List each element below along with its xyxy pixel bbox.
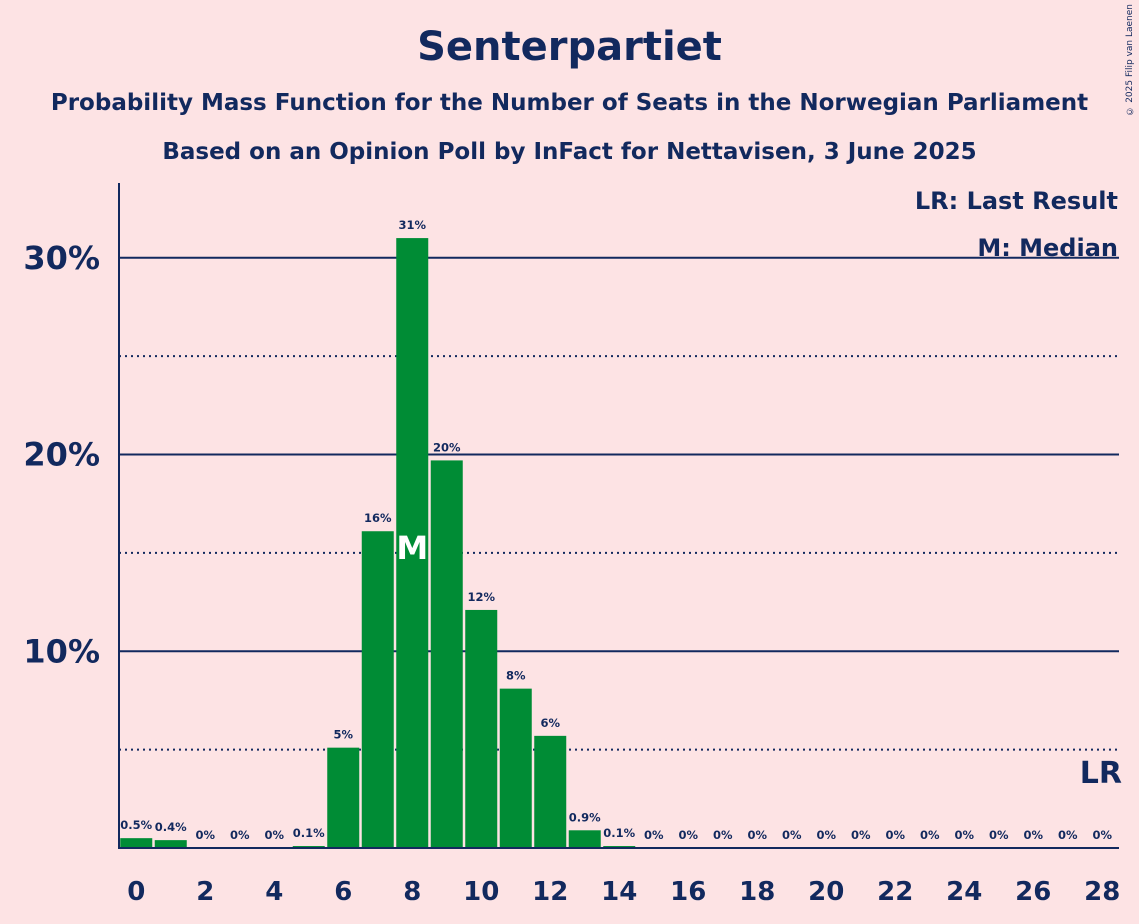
bar-value-label: 0.9% <box>569 810 601 824</box>
bar-value-label: 12% <box>467 590 495 604</box>
x-tick-label: 4 <box>265 877 283 907</box>
bar <box>154 840 187 848</box>
bar-value-label: 0% <box>1092 828 1112 842</box>
x-tick-label: 8 <box>403 877 421 907</box>
axis-layer: 10%20%30%0 2 4 6 8 10 12 14 16 18 20 22 24 26 28 <box>23 183 1120 907</box>
bar-value-label: 31% <box>398 218 426 232</box>
bar <box>499 688 532 848</box>
bar-value-label: 0% <box>989 828 1009 842</box>
bar-value-label: 8% <box>506 669 526 683</box>
x-tick-label: 14 <box>601 877 637 907</box>
bar <box>396 238 429 849</box>
bar-value-label: 20% <box>433 440 461 454</box>
bar-value-label: 0% <box>678 828 698 842</box>
x-tick-label: 16 <box>670 877 706 907</box>
median-marker: M <box>396 529 428 567</box>
bar-layer <box>120 238 636 849</box>
bar-value-label: 0.1% <box>603 826 635 840</box>
bar-value-label: 0% <box>851 828 871 842</box>
bar <box>120 838 153 848</box>
x-tick-label: 28 <box>1084 877 1120 907</box>
bar-value-label: 0% <box>230 828 250 842</box>
legend-last-result: LR: Last Result <box>915 187 1118 215</box>
bar-value-label: 0.5% <box>120 818 152 832</box>
x-tick-label: 2 <box>196 877 214 907</box>
bar-value-label: 6% <box>540 716 560 730</box>
bar-value-label: 0% <box>1023 828 1043 842</box>
x-tick-label: 22 <box>877 877 913 907</box>
x-tick-label: 10 <box>463 877 499 907</box>
bar-value-label: 0% <box>920 828 940 842</box>
bar-value-label: 0% <box>195 828 215 842</box>
bar-value-label: 5% <box>333 728 353 742</box>
last-result-marker: LR <box>1080 756 1122 791</box>
bar-value-label: 0% <box>1058 828 1078 842</box>
label-layer: 0.5% 0.4% 0% 0% 0% 0.1% 5% 16% 31% 20% 12% 8% 6% 0.9%… <box>120 218 1122 842</box>
bar <box>430 460 463 848</box>
bar-value-label: 16% <box>364 511 392 525</box>
x-tick-label: 12 <box>532 877 568 907</box>
bar-value-label: 0% <box>816 828 836 842</box>
chart-subtitle: Probability Mass Function for the Number… <box>50 90 1089 116</box>
bar <box>327 747 360 848</box>
x-tick-label: 24 <box>946 877 982 907</box>
y-tick-label: 10% <box>23 632 100 670</box>
bar-value-label: 0% <box>644 828 664 842</box>
x-tick-label: 0 <box>127 877 145 907</box>
bar-value-label: 0.4% <box>155 820 187 834</box>
bar <box>465 609 498 848</box>
bar <box>568 830 601 848</box>
bar-value-label: 0.1% <box>293 826 325 840</box>
chart-subtitle-2: Based on an Opinion Poll by InFact for N… <box>162 139 977 165</box>
x-tick-label: 20 <box>808 877 844 907</box>
x-tick-label: 26 <box>1015 877 1051 907</box>
bar-value-label: 0% <box>713 828 733 842</box>
bar-value-label: 0% <box>954 828 974 842</box>
bar-value-label: 0% <box>782 828 802 842</box>
chart-title: Senterpartiet <box>417 24 722 70</box>
y-tick-label: 30% <box>23 239 100 277</box>
x-tick-label: 6 <box>334 877 352 907</box>
bar <box>534 735 567 848</box>
legend-layer: LR: Last Result M: Median <box>915 187 1118 262</box>
grid-layer <box>119 256 1119 751</box>
bar <box>361 531 394 848</box>
legend-median: M: Median <box>977 234 1118 262</box>
bar-value-label: 0% <box>885 828 905 842</box>
bar-value-label: 0% <box>747 828 767 842</box>
x-tick-label: 18 <box>739 877 775 907</box>
bar-value-label: 0% <box>264 828 284 842</box>
y-tick-label: 20% <box>23 436 100 474</box>
